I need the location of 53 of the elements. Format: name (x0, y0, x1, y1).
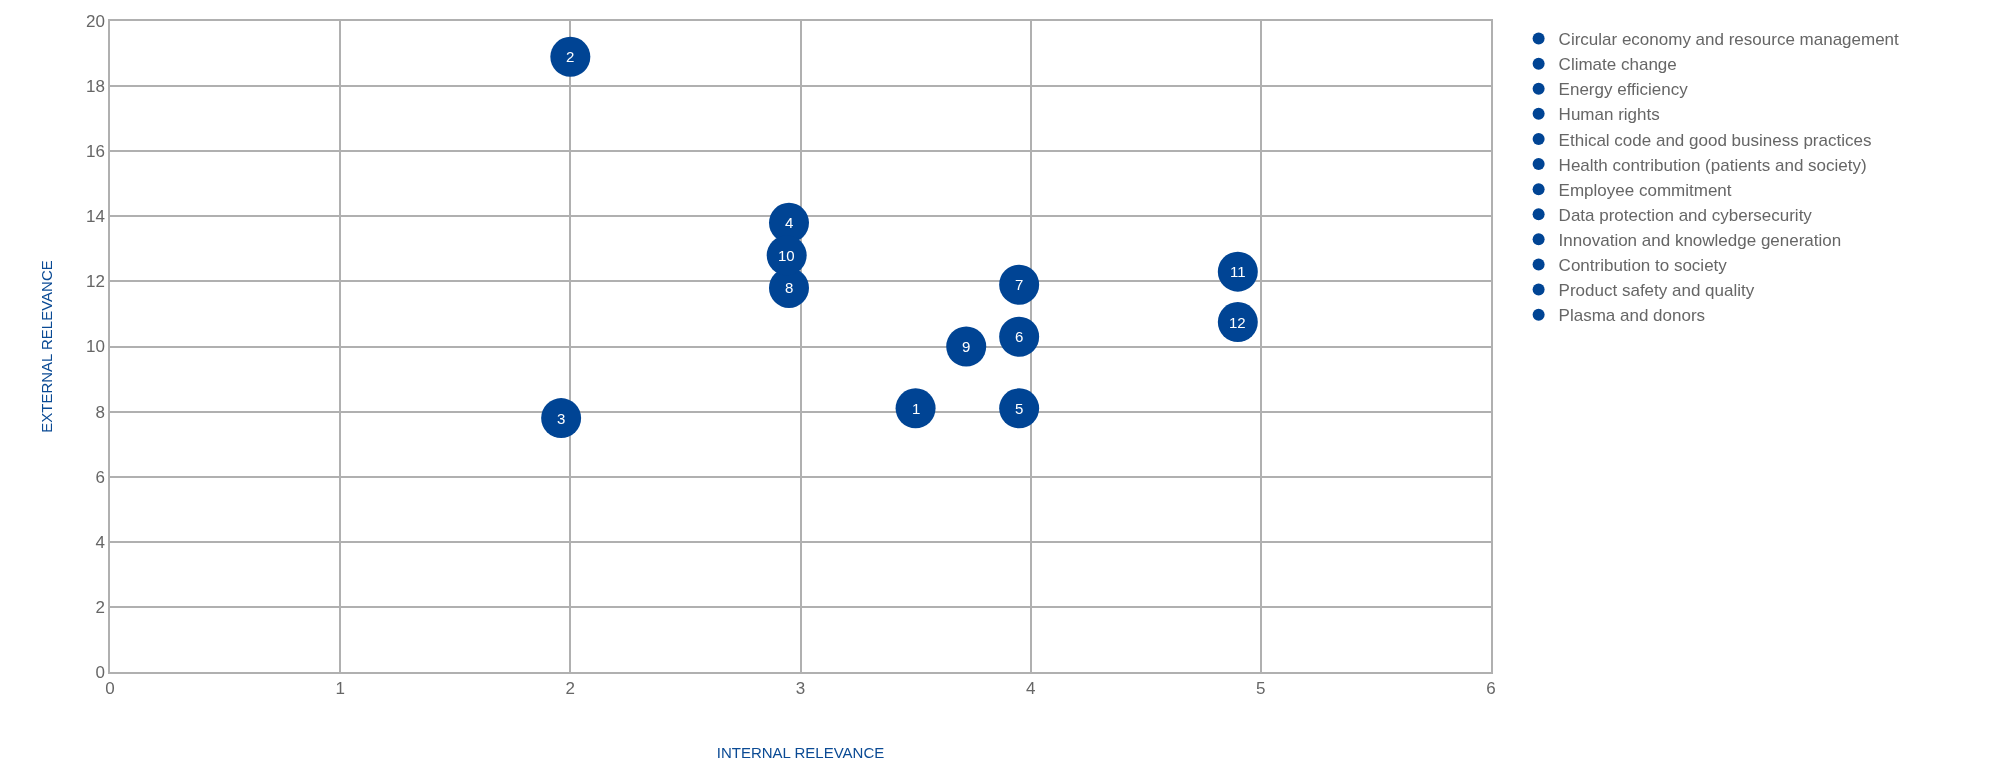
legend-label: Ethical code and good business practices (1558, 130, 1872, 150)
annotation: 11 (1230, 263, 1246, 280)
point (999, 388, 1040, 429)
legend-label: Climate change (1558, 55, 1677, 75)
annotation: 1 (912, 400, 921, 417)
annotation: 10 (778, 247, 795, 264)
legend-label: Contribution to society (1558, 256, 1728, 276)
annotation: 7 (1015, 276, 1024, 293)
point (1217, 251, 1258, 292)
y-tick-label: 12 (85, 272, 105, 292)
legend-label: Employee commitment (1558, 180, 1732, 200)
x-tick-label: 6 (1486, 679, 1496, 699)
annotation: 6 (1015, 328, 1024, 345)
legend-label: Innovation and knowledge generation (1558, 230, 1842, 250)
y-tick-label: 18 (85, 77, 105, 97)
point (766, 235, 807, 276)
annotation: 8 (785, 279, 794, 296)
point (999, 316, 1040, 357)
legend-label: Circular economy and resource management (1558, 30, 1900, 50)
point (1217, 302, 1258, 343)
legend-label: Product safety and quality (1558, 281, 1755, 301)
legend-label: Data protection and cybersecurity (1558, 205, 1813, 225)
annotation: 3 (557, 410, 566, 427)
annotation: 12 (1229, 314, 1246, 331)
point (895, 388, 936, 429)
y-tick-label: 8 (95, 402, 105, 422)
point (541, 398, 582, 439)
annotation: 5 (1015, 400, 1024, 417)
point (946, 326, 987, 367)
point (550, 36, 591, 77)
y-tick-label: 2 (95, 597, 105, 617)
y-tick-label: 4 (95, 532, 105, 552)
y-tick-label: 10 (85, 337, 105, 357)
legend-label: Plasma and donors (1558, 306, 1706, 326)
y-tick-label: 16 (85, 142, 105, 162)
legend-label: Energy efficiency (1558, 80, 1689, 100)
x-tick-label: 2 (565, 679, 576, 699)
y-tick-label: 0 (95, 662, 105, 682)
y-tick-label: 14 (85, 207, 105, 227)
y-tick-label: 6 (95, 467, 105, 487)
x-tick-label: 3 (795, 679, 806, 699)
y-axis-title: EXTERNAL RELEVANCE (37, 260, 55, 433)
legend-label: Health contribution (patients and society) (1558, 155, 1867, 175)
x-tick-label: 5 (1256, 679, 1266, 699)
x-tick-label: 4 (1025, 679, 1036, 699)
y-tick-label: 20 (85, 11, 105, 31)
annotation: 9 (962, 338, 971, 355)
annotation: 2 (566, 48, 575, 65)
legend-label: Human rights (1558, 105, 1660, 125)
x-axis-title: INTERNAL RELEVANCE (716, 743, 885, 761)
annotation: 4 (785, 214, 794, 231)
point (999, 264, 1040, 305)
x-tick-label: 1 (335, 679, 345, 699)
